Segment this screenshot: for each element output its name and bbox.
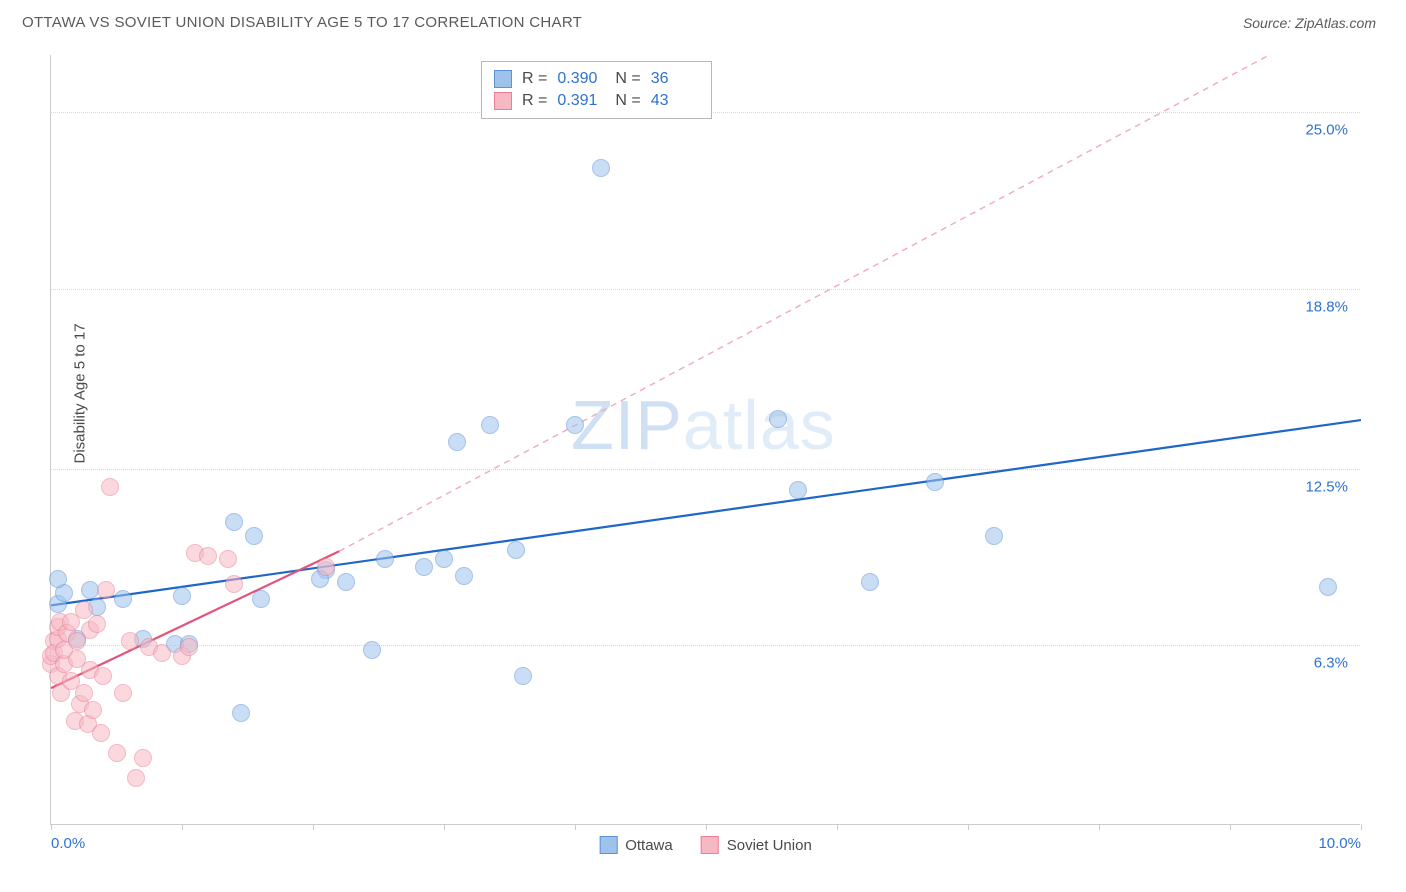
data-point [861,573,879,591]
chart-container: Disability Age 5 to 17 ZIPatlas 6.3%12.5… [20,45,1386,865]
x-tick-label: 10.0% [1318,835,1361,852]
plot-area: ZIPatlas 6.3%12.5%18.8%25.0%0.0%10.0%R =… [50,55,1360,825]
data-point [92,724,110,742]
stats-row: R = 0.391 N = 43 [494,90,699,112]
data-point [49,570,67,588]
stat-n-label: N = [615,70,640,88]
data-point [97,581,115,599]
data-point [481,416,499,434]
y-tick-label: 25.0% [1305,122,1348,139]
gridline-h [51,469,1360,470]
data-point [337,573,355,591]
y-tick-label: 6.3% [1314,655,1348,672]
x-tick [1099,824,1100,830]
data-point [134,749,152,767]
data-point [435,550,453,568]
gridline-h [51,289,1360,290]
chart-header: OTTAWA VS SOVIET UNION DISABILITY AGE 5 … [0,0,1406,39]
data-point [363,641,381,659]
source-label: Source: ZipAtlas.com [1243,15,1376,31]
data-point [199,547,217,565]
x-tick [575,824,576,830]
data-point [985,527,1003,545]
data-point [94,667,112,685]
legend: Ottawa Soviet Union [599,836,812,854]
stats-row: R = 0.390 N = 36 [494,68,699,90]
data-point [88,615,106,633]
stat-n-value: 43 [651,92,699,110]
x-tick [968,824,969,830]
data-point [127,769,145,787]
legend-swatch [701,836,719,854]
data-point [415,558,433,576]
data-point [1319,578,1337,596]
x-tick [444,824,445,830]
watermark: ZIPatlas [571,385,836,465]
x-tick [1230,824,1231,830]
data-point [219,550,237,568]
stat-r-label: R = [522,92,547,110]
legend-label: Soviet Union [727,837,812,854]
data-point [75,601,93,619]
data-point [173,587,191,605]
stat-n-value: 36 [651,70,699,88]
data-point [114,684,132,702]
data-point [507,541,525,559]
data-point [114,590,132,608]
legend-swatch [494,70,512,88]
gridline-h [51,645,1360,646]
data-point [448,433,466,451]
stats-box: R = 0.390 N = 36 R = 0.391 N = 43 [481,61,712,119]
x-tick [1361,824,1362,830]
y-tick-label: 18.8% [1305,298,1348,315]
data-point [926,473,944,491]
x-tick [51,824,52,830]
data-point [225,575,243,593]
x-tick [182,824,183,830]
data-point [245,527,263,545]
data-point [789,481,807,499]
data-point [769,410,787,428]
legend-item: Ottawa [599,836,673,854]
data-point [153,644,171,662]
data-point [252,590,270,608]
data-point [317,558,335,576]
x-tick-label: 0.0% [51,835,85,852]
legend-item: Soviet Union [701,836,812,854]
stat-n-label: N = [615,92,640,110]
data-point [108,744,126,762]
data-point [225,513,243,531]
data-point [232,704,250,722]
data-point [180,638,198,656]
chart-title: OTTAWA VS SOVIET UNION DISABILITY AGE 5 … [22,14,582,31]
data-point [514,667,532,685]
stat-r-label: R = [522,70,547,88]
data-point [566,416,584,434]
data-point [376,550,394,568]
data-point [121,632,139,650]
data-point [75,684,93,702]
data-point [101,478,119,496]
x-tick [837,824,838,830]
legend-swatch [494,92,512,110]
stat-r-value: 0.391 [557,92,605,110]
x-tick [706,824,707,830]
y-tick-label: 12.5% [1305,478,1348,495]
x-tick [313,824,314,830]
data-point [455,567,473,585]
legend-swatch [599,836,617,854]
data-point [84,701,102,719]
stat-r-value: 0.390 [557,70,605,88]
legend-label: Ottawa [625,837,673,854]
data-point [592,159,610,177]
